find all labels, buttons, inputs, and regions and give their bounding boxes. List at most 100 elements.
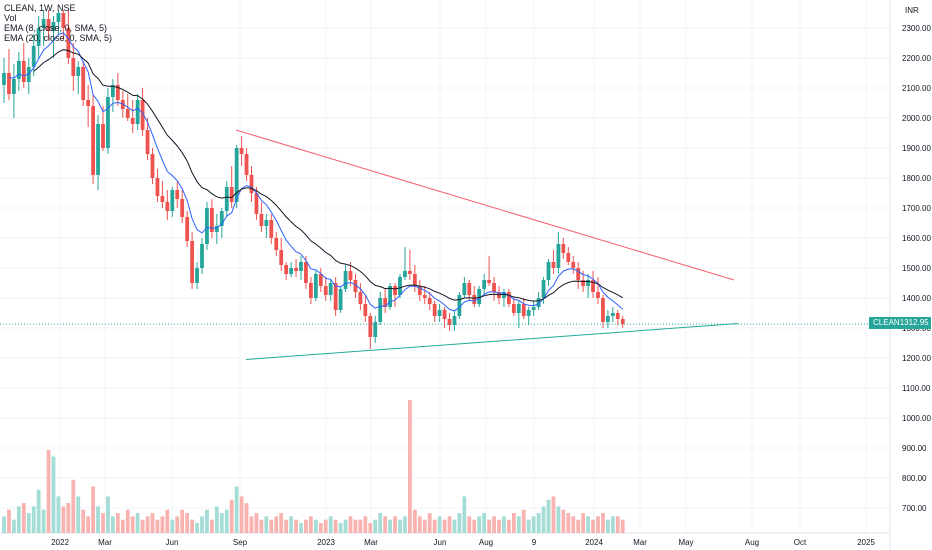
candle-body — [398, 277, 402, 295]
volume-bars — [2, 400, 625, 533]
time-tick-label: Oct — [794, 538, 807, 547]
volume-bar — [96, 506, 100, 533]
candle-body — [219, 211, 224, 226]
symbol-label[interactable]: CLEAN, 1W, NSE — [4, 3, 76, 13]
volume-bar — [398, 519, 402, 533]
volume-bar — [140, 519, 145, 533]
candle-body — [269, 220, 274, 238]
price-tick-label: 1600.00 — [902, 234, 931, 243]
candle-body — [610, 313, 615, 316]
volume-bar — [81, 509, 86, 533]
volume-bar — [150, 513, 155, 533]
candle-body — [7, 73, 11, 94]
candle-body — [368, 316, 373, 337]
candle-body — [576, 268, 581, 280]
candle-body — [66, 28, 71, 58]
price-axis[interactable]: 2300.00 2200.00 2100.00 2000.00 1900.00 1800.… — [902, 24, 931, 513]
volume-bar — [586, 516, 590, 533]
ema8-label[interactable]: EMA (8, close, 0, SMA, 5) — [4, 23, 108, 33]
ema20-label[interactable]: EMA (20, close, 0, SMA, 5) — [4, 33, 113, 43]
volume-bar — [571, 516, 576, 533]
volume-bar — [264, 516, 269, 533]
price-tick-label: 1400.00 — [902, 294, 931, 303]
candle-body — [313, 274, 318, 298]
candle-body — [101, 124, 105, 148]
candle-body — [205, 208, 209, 244]
volume-bar — [452, 519, 457, 533]
volume-bar — [195, 523, 199, 533]
candle-body — [195, 268, 199, 283]
volume-bar — [86, 516, 91, 533]
candle-body — [190, 241, 194, 283]
volume-bar — [145, 516, 150, 533]
candle-body — [566, 253, 571, 262]
candle-body — [487, 280, 491, 283]
candle-body — [229, 187, 234, 202]
volume-bar — [313, 519, 318, 533]
volume-label[interactable]: Vol — [4, 13, 17, 23]
volume-bar — [373, 519, 378, 533]
candle-body — [601, 298, 605, 322]
volume-bar — [16, 506, 21, 533]
volume-bar — [185, 513, 190, 533]
volume-bar — [368, 523, 373, 533]
candle-body — [120, 100, 125, 109]
volume-bar — [299, 523, 303, 533]
candle-body — [437, 310, 442, 316]
last-price-tag: CLEAN 1312.95 — [869, 317, 931, 329]
volume-bar — [408, 400, 412, 533]
candle-body — [299, 262, 303, 271]
candle-body — [304, 262, 308, 283]
volume-bar — [56, 496, 61, 533]
volume-bar — [200, 516, 204, 533]
volume-bar — [254, 513, 259, 533]
volume-bar — [581, 513, 586, 533]
volume-bar — [566, 513, 571, 533]
candle-body — [31, 46, 36, 67]
candle-body — [511, 304, 516, 313]
candle-body — [125, 109, 130, 118]
time-tick-label: Aug — [745, 538, 759, 547]
volume-bar — [130, 516, 135, 533]
candle-body — [586, 280, 590, 286]
volume-bar — [160, 516, 165, 533]
volume-bar — [497, 519, 501, 533]
candle-body — [224, 187, 229, 211]
volume-bar — [383, 516, 388, 533]
candle-body — [318, 274, 323, 286]
candle-body — [145, 130, 150, 154]
volume-bar — [576, 519, 581, 533]
volume-bar — [358, 519, 363, 533]
volume-bar — [180, 509, 185, 533]
candle-body — [358, 292, 363, 304]
candle-body — [353, 280, 358, 292]
time-tick-label: May — [678, 538, 693, 547]
ema8-line — [8, 32, 624, 312]
candle-body — [556, 244, 561, 268]
candle-body — [596, 292, 600, 298]
candle-body — [284, 265, 289, 274]
time-tick-label: Jun — [166, 538, 179, 547]
candle-body — [442, 310, 447, 319]
volume-bar — [274, 516, 279, 533]
candle-body — [135, 100, 140, 124]
price-tick-label: 2300.00 — [902, 24, 931, 33]
volume-bar — [606, 519, 610, 533]
candle-body — [160, 196, 165, 202]
ema20-line — [33, 49, 624, 302]
candle-body — [71, 58, 76, 76]
candle-body — [477, 289, 482, 304]
candle-body — [541, 280, 546, 298]
candle-body — [115, 85, 120, 100]
volume-bar — [521, 509, 526, 533]
volume-bar — [393, 516, 397, 533]
candle-body — [200, 244, 204, 268]
price-tick-label: 800.00 — [902, 474, 927, 483]
candle-body — [502, 292, 506, 298]
candle-body — [472, 295, 477, 304]
time-axis[interactable]: 2022 Mar Jun Sep 2023 Mar Jun Aug 9 2024 Mar May Aug… — [51, 538, 875, 547]
volume-bar — [190, 519, 194, 533]
volume-bar — [318, 523, 323, 533]
candle-body — [422, 295, 427, 298]
